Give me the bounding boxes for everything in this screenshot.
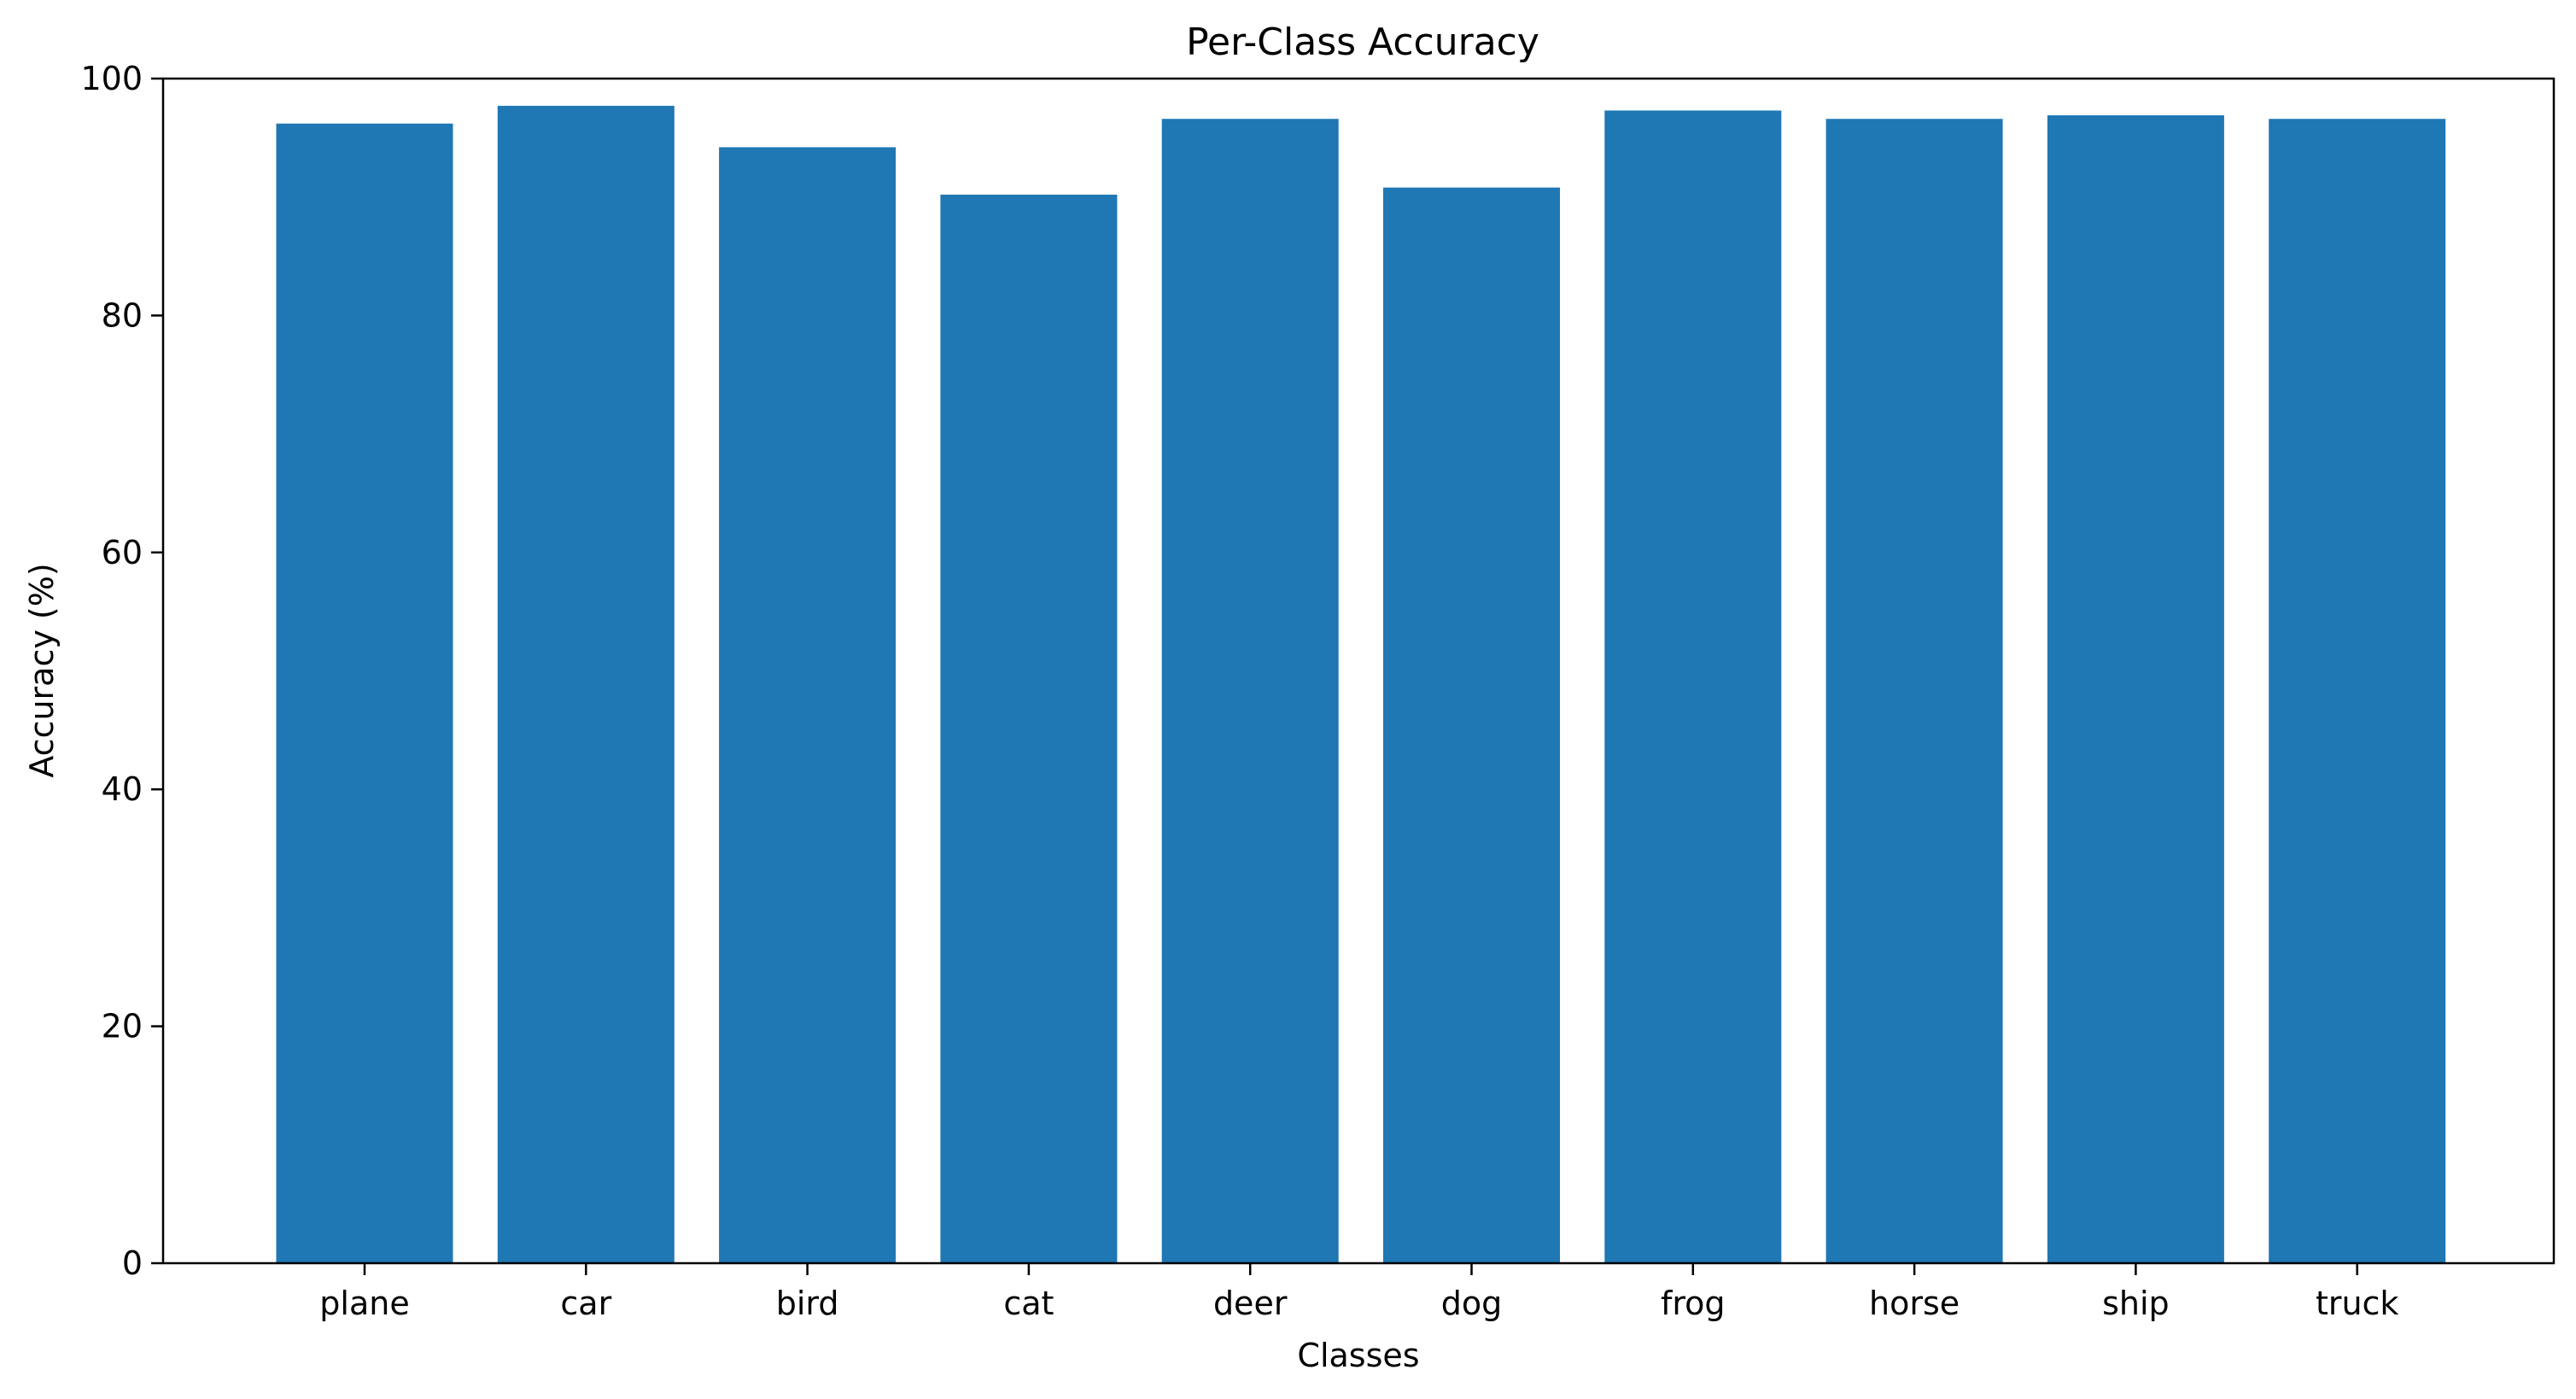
x-tick-label-deer: deer	[1213, 1285, 1288, 1322]
x-tick-label-dog: dog	[1441, 1285, 1503, 1322]
x-tick-label-car: car	[560, 1285, 611, 1322]
y-tick-label-40: 40	[102, 770, 143, 808]
bar-truck	[2269, 119, 2446, 1264]
x-tick-label-frog: frog	[1661, 1285, 1726, 1322]
x-tick-label-horse: horse	[1869, 1285, 1960, 1322]
bar-deer	[1161, 119, 1339, 1264]
x-axis-ticks: plane car bird cat deer dog frog horse ship truck	[319, 1263, 2398, 1322]
bar-dog	[1383, 187, 1560, 1264]
bar-plane	[276, 123, 453, 1264]
bar-bird	[719, 147, 897, 1263]
bar-cat	[940, 194, 1118, 1263]
bar-horse	[1825, 119, 2003, 1264]
x-tick-label-cat: cat	[1003, 1285, 1054, 1322]
bar-frog	[1604, 110, 1782, 1263]
bar-car	[497, 105, 675, 1263]
y-axis-ticks: 0 20 40 60 80 100	[80, 60, 163, 1282]
x-tick-label-truck: truck	[2316, 1285, 2399, 1322]
bars-group	[276, 105, 2446, 1264]
bar-ship	[2047, 115, 2224, 1263]
chart-title: Per-Class Accuracy	[1186, 20, 1539, 64]
x-tick-label-bird: bird	[776, 1285, 839, 1322]
y-tick-label-60: 60	[102, 534, 143, 571]
y-tick-label-80: 80	[102, 296, 143, 334]
x-axis-label: Classes	[1297, 1337, 1419, 1374]
x-tick-label-plane: plane	[319, 1285, 409, 1322]
x-tick-label-ship: ship	[2102, 1285, 2170, 1322]
y-tick-label-20: 20	[102, 1008, 143, 1045]
plot-frame	[161, 77, 2556, 1265]
y-tick-label-100: 100	[80, 60, 143, 97]
y-axis-label: Accuracy (%)	[23, 563, 61, 777]
y-tick-label-0: 0	[122, 1244, 143, 1282]
